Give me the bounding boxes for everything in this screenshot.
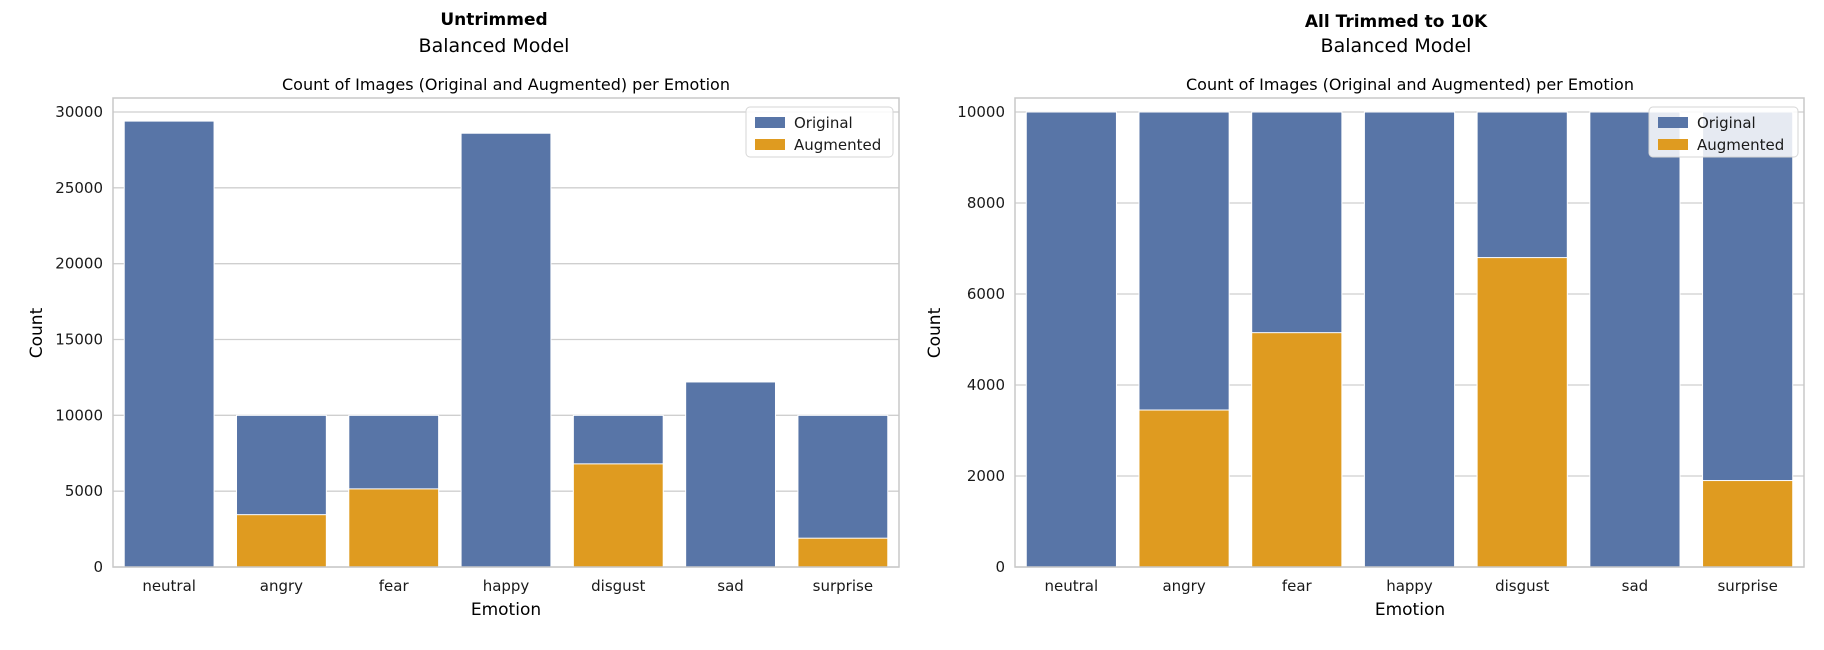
x-tick-label: happy bbox=[483, 577, 530, 595]
bar-augmented-disgust bbox=[1476, 257, 1568, 568]
panel-2-xlabel: Emotion bbox=[1375, 600, 1445, 620]
panel-2-title: Count of Images (Original and Augmented)… bbox=[1186, 75, 1634, 94]
panel-1-heading: Untrimmed bbox=[440, 10, 547, 30]
bar-augmented-angry bbox=[236, 514, 327, 568]
legend-swatch-augmented bbox=[755, 139, 785, 150]
plot-frame bbox=[112, 97, 900, 568]
bar-original-happy bbox=[460, 132, 552, 568]
bar-original-sad bbox=[1589, 111, 1681, 568]
bar-original-neutral bbox=[123, 120, 215, 568]
bar-augmented-fear bbox=[348, 488, 440, 568]
y-tick-label: 15000 bbox=[55, 331, 103, 349]
y-tick-label: 0 bbox=[995, 558, 1005, 576]
legend-label-original: Original bbox=[794, 114, 853, 132]
y-tick-label: 2000 bbox=[967, 467, 1005, 485]
bar-original-happy bbox=[1363, 111, 1456, 568]
x-tick-label: fear bbox=[379, 577, 410, 595]
bar-augmented-fear bbox=[1251, 332, 1343, 568]
y-tick-label: 20000 bbox=[55, 255, 103, 273]
plot-frame bbox=[1014, 97, 1805, 568]
y-tick-label: 10000 bbox=[957, 103, 1005, 121]
x-tick-label: disgust bbox=[1495, 577, 1549, 595]
panel-1-ylabel: Count bbox=[27, 307, 47, 358]
y-tick-label: 10000 bbox=[55, 406, 103, 424]
x-tick-label: sad bbox=[717, 577, 744, 595]
legend-swatch-original bbox=[1658, 117, 1688, 128]
legend-swatch-augmented bbox=[1658, 139, 1688, 150]
x-tick-label: surprise bbox=[1717, 577, 1777, 595]
x-tick-label: neutral bbox=[1045, 577, 1099, 595]
y-tick-label: 25000 bbox=[55, 179, 103, 197]
panel-2-heading: All Trimmed to 10K bbox=[1305, 12, 1488, 32]
panel-1-subheading: Balanced Model bbox=[419, 35, 570, 57]
x-tick-label: surprise bbox=[813, 577, 873, 595]
legend-label-original: Original bbox=[1697, 114, 1756, 132]
bar-original-sad bbox=[685, 381, 776, 568]
bar-augmented-disgust bbox=[572, 463, 664, 568]
y-tick-label: 0 bbox=[93, 558, 103, 576]
x-tick-label: sad bbox=[1622, 577, 1649, 595]
legend-label-augmented: Augmented bbox=[794, 136, 881, 154]
bar-original-neutral bbox=[1025, 111, 1117, 568]
panel-1-plot: 0 5000 10000 15000 20000 25000 30000 neutral ang… bbox=[55, 97, 900, 595]
x-tick-label: fear bbox=[1282, 577, 1313, 595]
panel-2-ylabel: Count bbox=[925, 307, 945, 358]
panel-1-xlabel: Emotion bbox=[471, 600, 541, 620]
bar-augmented-surprise bbox=[1702, 480, 1794, 568]
x-tick-label: disgust bbox=[591, 577, 645, 595]
x-tick-label: angry bbox=[1162, 577, 1205, 595]
x-tick-label: happy bbox=[1386, 577, 1433, 595]
y-tick-label: 8000 bbox=[967, 194, 1005, 212]
x-tick-label: angry bbox=[260, 577, 303, 595]
legend-swatch-original bbox=[755, 117, 785, 128]
bar-augmented-surprise bbox=[797, 537, 889, 568]
y-tick-label: 6000 bbox=[967, 285, 1005, 303]
y-tick-label: 4000 bbox=[967, 376, 1005, 394]
y-tick-label: 30000 bbox=[55, 103, 103, 121]
bar-augmented-angry bbox=[1138, 409, 1230, 568]
panel-1-title: Count of Images (Original and Augmented)… bbox=[282, 75, 730, 94]
x-tick-label: neutral bbox=[142, 577, 196, 595]
legend-label-augmented: Augmented bbox=[1697, 136, 1784, 154]
panel-2-subheading: Balanced Model bbox=[1321, 35, 1472, 57]
panel-2-plot: 0 2000 4000 6000 8000 10000 neutral angry fear ha… bbox=[957, 97, 1805, 595]
y-tick-label: 5000 bbox=[65, 482, 103, 500]
